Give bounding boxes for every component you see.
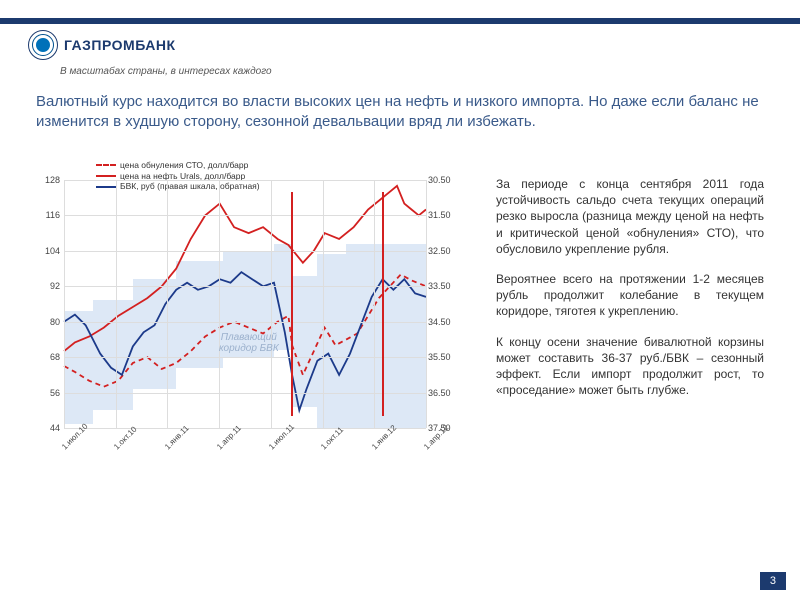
- top-accent-bar: [0, 18, 800, 24]
- legend-swatch-urals: [96, 175, 116, 177]
- ytick-right: 31.50: [428, 210, 456, 220]
- ytick-left: 116: [38, 210, 60, 220]
- ytick-left: 44: [38, 423, 60, 433]
- ytick-right: 34.50: [428, 317, 456, 327]
- ytick-left: 104: [38, 246, 60, 256]
- paragraph-1: За периоде с конца сентября 2011 года ус…: [496, 176, 764, 257]
- ytick-left: 80: [38, 317, 60, 327]
- ytick-left: 56: [38, 388, 60, 398]
- ytick-right: 35.50: [428, 352, 456, 362]
- paragraph-3: К концу осени значение бивалютной корзин…: [496, 334, 764, 399]
- ytick-right: 36.50: [428, 388, 456, 398]
- paragraph-2: Вероятнее всего на протяжении 1-2 месяце…: [496, 271, 764, 320]
- corridor-label: Плавающийкоридор БВК: [209, 332, 289, 354]
- brand-name: ГАЗПРОМБАНК: [64, 37, 176, 53]
- ytick-left: 128: [38, 175, 60, 185]
- commentary-column: За периоде с конца сентября 2011 года ус…: [496, 176, 764, 412]
- legend-swatch-sto: [96, 164, 116, 166]
- xtick: 1.окт.11: [319, 425, 345, 451]
- page-number: 3: [760, 572, 786, 590]
- marker-vbar: [291, 192, 293, 415]
- ytick-left: 92: [38, 281, 60, 291]
- legend-label-sto: цена обнуления СТО, долл/барр: [120, 160, 248, 171]
- chart-plot-area: 445668809210411612830.5031.5032.5033.503…: [64, 180, 426, 428]
- chart-svg: [64, 180, 426, 428]
- exchange-rate-chart: цена обнуления СТО, долл/барр цена на не…: [36, 162, 456, 462]
- ytick-right: 33.50: [428, 281, 456, 291]
- page-title: Валютный курс находится во власти высоки…: [36, 92, 764, 133]
- ytick-right: 30.50: [428, 175, 456, 185]
- ytick-right: 32.50: [428, 246, 456, 256]
- brand-slogan: В масштабах страны, в интересах каждого: [60, 66, 272, 77]
- brand-logo: ГАЗПРОМБАНК: [28, 30, 176, 60]
- marker-vbar: [382, 192, 384, 415]
- logo-rings-icon: [28, 30, 58, 60]
- ytick-left: 68: [38, 352, 60, 362]
